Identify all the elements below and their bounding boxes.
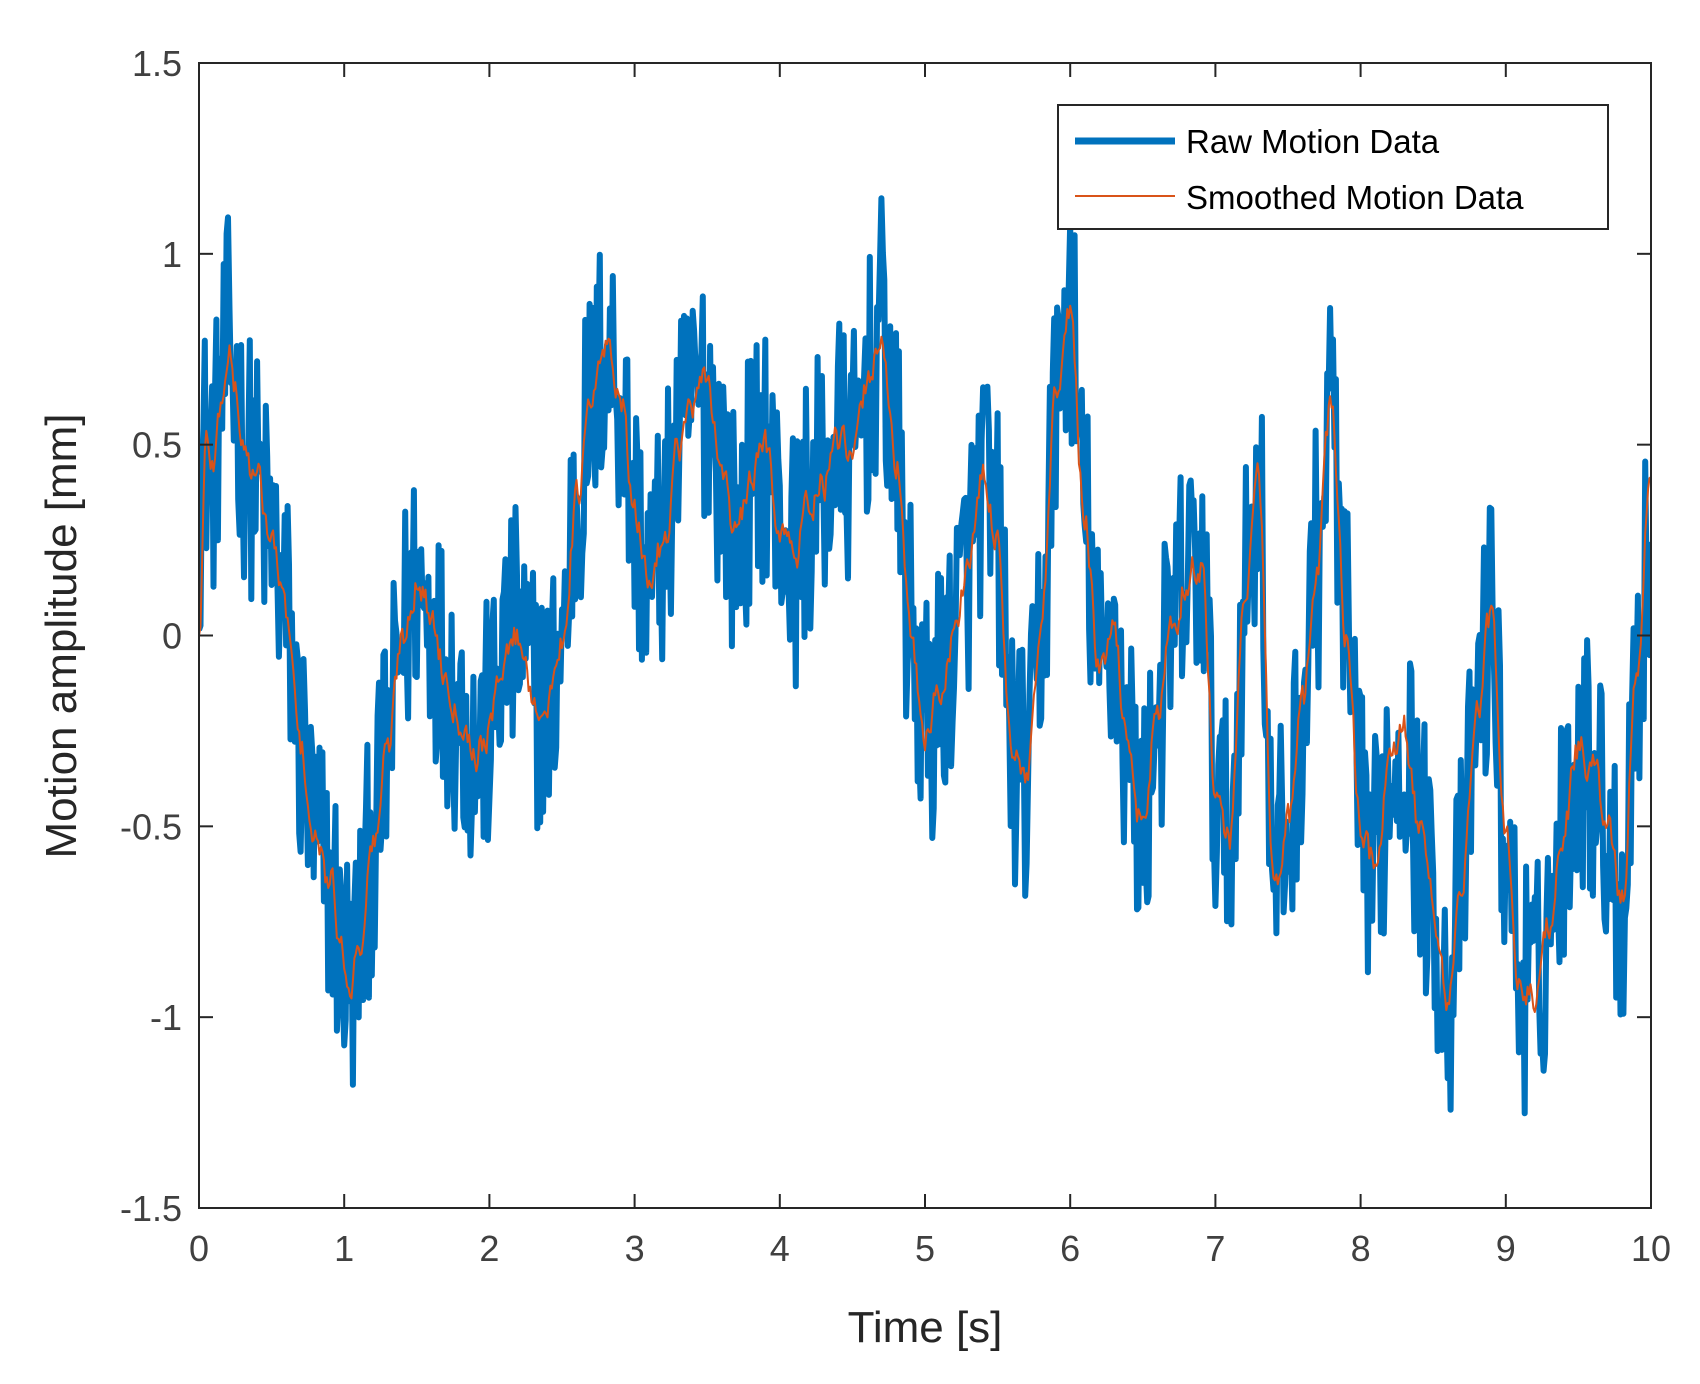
y-tick-label: -0.5 [120,806,182,847]
x-tick-label: 10 [1631,1228,1671,1269]
y-tick-label: 1 [162,234,182,275]
x-tick-label: 0 [189,1228,209,1269]
y-tick-label: -1.5 [120,1188,182,1229]
legend-label-smoothed: Smoothed Motion Data [1186,179,1524,216]
y-tick-label: -1 [150,997,182,1038]
legend: Raw Motion Data Smoothed Motion Data [1057,104,1609,230]
x-tick-label: 1 [334,1228,354,1269]
y-axis-title: Motion amplitude [mm] [37,413,86,858]
series-line-smoothed [199,304,1651,1013]
x-tick-label: 9 [1496,1228,1516,1269]
y-tick-label: 1.5 [132,43,182,84]
x-tick-label: 5 [915,1228,935,1269]
series-line-raw [199,195,1651,1117]
x-tick-label: 8 [1351,1228,1371,1269]
legend-label-raw: Raw Motion Data [1186,123,1440,160]
x-tick-label: 7 [1205,1228,1225,1269]
x-tick-label: 2 [479,1228,499,1269]
x-tick-label: 3 [625,1228,645,1269]
y-tick-label: 0.5 [132,425,182,466]
y-tick-label: 0 [162,616,182,657]
x-tick-label: 6 [1060,1228,1080,1269]
x-axis-title: Time [s] [848,1303,1003,1352]
x-tick-label: 4 [770,1228,790,1269]
legend-box [1057,104,1609,230]
